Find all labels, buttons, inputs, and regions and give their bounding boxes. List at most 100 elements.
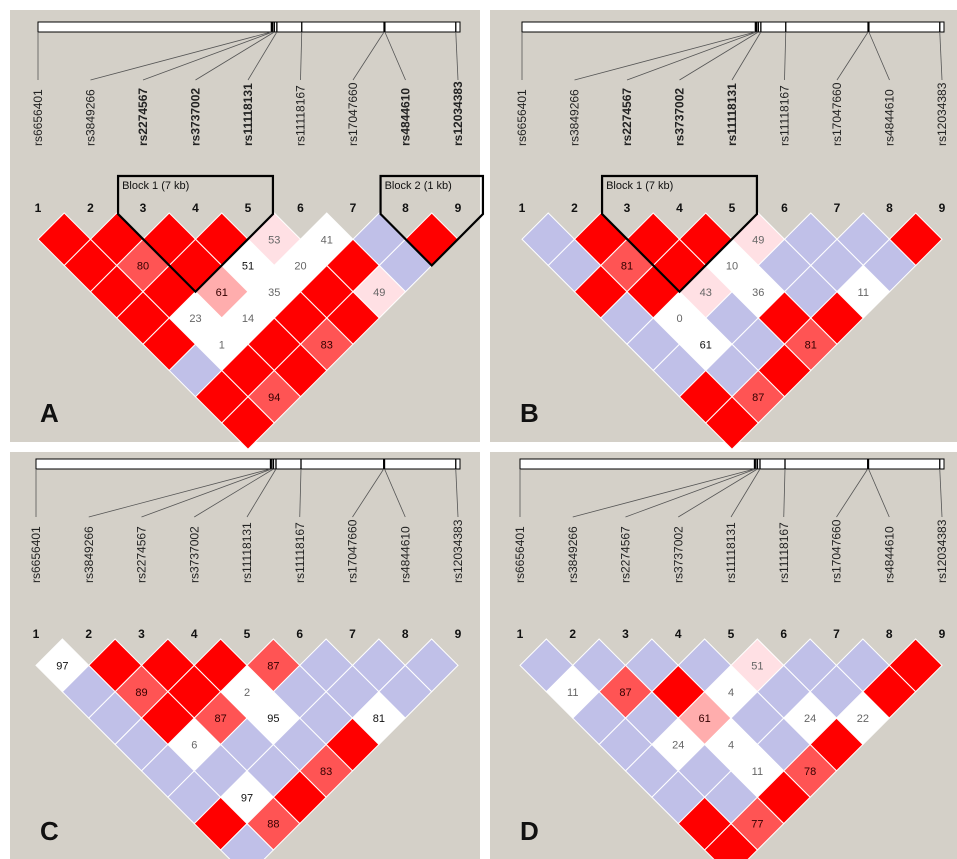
snp-label: rs2274567 [619,526,633,583]
ld-cell-value: 53 [268,234,280,246]
ld-cell-value: 0 [676,313,682,325]
ld-cell-value: 83 [320,766,332,778]
ld-cell-value: 49 [752,234,764,246]
snp-label: rs11118131 [241,83,255,146]
chromosome-bar [35,458,461,470]
snp-label: rs11118167 [293,522,307,583]
marker-index: 1 [519,201,526,215]
ld-cell-value: 22 [857,713,869,725]
chromosome-bar [519,458,945,470]
ld-cell-value: 81 [621,261,633,273]
panel-d: rs6656401 rs3849266 rs2274567 rs3737002 rs11… [490,452,957,859]
snp-connector [678,468,758,518]
snp-label: rs3737002 [187,526,201,583]
snp-label: rs3849266 [84,89,98,146]
marker-index: 2 [569,627,576,641]
marker-index: 7 [833,627,840,641]
ld-cell-value: 11 [858,287,869,299]
snp-label: rs3849266 [568,89,582,146]
snp-connector [626,31,757,81]
snp-connector [625,468,756,518]
snp-label: rs3737002 [189,88,203,146]
snp-connector [731,31,762,81]
ld-cell-value: 10 [726,261,738,273]
chromosome-bar [37,21,461,33]
ld-cell-value: 1 [219,339,225,351]
snp-connector [836,31,869,81]
snp-connector [299,468,302,518]
marker-index: 4 [192,201,199,215]
snp-connector [195,31,275,81]
snp-connector [352,31,385,81]
ld-cell-value: 97 [241,792,253,804]
panel-letter: D [520,816,539,846]
snp-connector [90,31,272,81]
ld-cell-value: 88 [267,819,279,831]
snp-label: rs4844610 [883,89,897,146]
marker-index: 1 [33,627,40,641]
snp-connector [352,468,385,518]
snp-connector [300,31,303,81]
marker-index: 6 [780,627,787,641]
snp-connector [455,468,459,518]
snp-label: rs6656401 [513,526,527,583]
ld-cell-value: 11 [752,766,763,778]
snp-label: rs11118167 [777,522,791,583]
snp-connector [455,31,459,81]
haplotype-block-label: Block 1 (7 kb) [606,180,673,192]
snp-label: rs3849266 [566,526,580,583]
ld-cell-value: 11 [567,687,578,699]
snp-label: rs2274567 [620,88,634,146]
snp-connector [246,468,277,518]
snp-connector [384,468,406,518]
ld-cell-value: 95 [267,713,279,725]
marker-index: 7 [349,627,356,641]
snp-connector [141,468,272,518]
ld-cell [221,396,275,450]
ld-cell-value: 49 [373,287,385,299]
snp-label: rs3737002 [671,526,685,583]
haplotype-block-label: Block 2 (1 kb) [385,180,452,192]
snp-label: rs12034383 [935,519,949,583]
ld-cell-value: 2 [244,687,250,699]
snp-connector [783,468,786,518]
marker-index: 4 [676,201,683,215]
ld-cell-value: 89 [135,687,147,699]
marker-index: 5 [728,627,735,641]
panel-c: rs6656401 rs3849266 rs2274567 rs3737002 rs11… [10,452,480,859]
ld-cell-value: 81 [805,339,817,351]
marker-index: 7 [834,201,841,215]
panel-a: rs6656401 rs3849266 rs2274567 rs3737002 rs11… [10,10,485,450]
ld-cell-value: 61 [700,339,712,351]
snp-connector [247,31,278,81]
marker-index: 8 [402,627,409,641]
ld-cell-value: 97 [56,660,68,672]
snp-label: rs11118131 [240,522,254,583]
marker-index: 6 [296,627,303,641]
marker-index: 3 [622,627,629,641]
ld-cell-value: 80 [137,261,149,273]
ld-cell-value: 83 [321,339,333,351]
snp-label: rs11118131 [724,522,738,583]
ld-cell [703,822,759,859]
snp-connector [868,31,890,81]
ld-cell-value: 41 [321,234,333,246]
marker-index: 9 [455,201,462,215]
snp-connector [142,31,273,81]
ld-cell-value: 6 [191,740,197,752]
ld-cell-value: 61 [699,713,711,725]
ld-cell-value: 87 [215,713,227,725]
snp-label: rs17047660 [346,519,360,583]
snp-connector [836,468,869,518]
marker-index: 1 [517,627,524,641]
ld-cell-value: 20 [294,261,306,273]
ld-cell-value: 94 [268,392,280,404]
marker-index: 2 [87,201,94,215]
snp-connector [574,31,756,81]
marker-index: 5 [244,627,251,641]
ld-cell-value: 61 [216,287,228,299]
snp-label: rs4844610 [399,88,413,146]
marker-index: 8 [886,627,893,641]
ld-cell-value: 24 [804,713,816,725]
